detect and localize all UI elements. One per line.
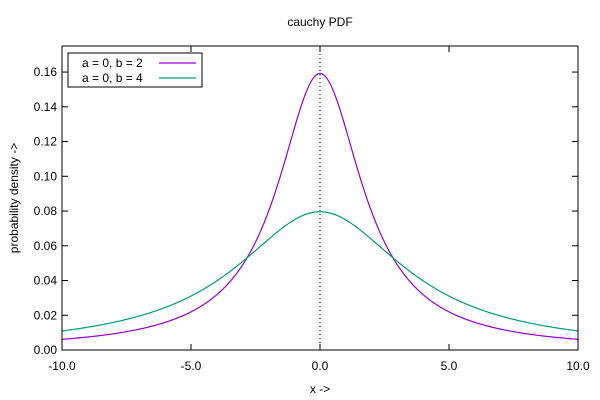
y-tick-label: 0.16 xyxy=(34,65,58,79)
chart-title: cauchy PDF xyxy=(287,15,352,29)
y-tick-label: 0.04 xyxy=(34,274,58,288)
y-tick-label: 0.14 xyxy=(34,100,58,114)
x-axis-label: x -> xyxy=(310,382,330,396)
series-line-1 xyxy=(61,72,579,340)
y-tick-label: 0.08 xyxy=(34,204,58,218)
x-tick-label: -5.0 xyxy=(181,359,202,373)
y-tick-label: 0.00 xyxy=(34,343,58,357)
legend-label-series-1: a = 0, b = 2 xyxy=(82,56,143,70)
y-tick-label: 0.02 xyxy=(34,308,58,322)
x-tick-label: 0.0 xyxy=(312,359,329,373)
legend-box xyxy=(67,52,203,88)
y-tick-label: 0.06 xyxy=(34,239,58,253)
legend-label-series-2: a = 0, b = 4 xyxy=(82,71,143,85)
x-tick-label: -10.0 xyxy=(48,359,76,373)
y-tick-label: 0.10 xyxy=(34,169,58,183)
y-tick-label: 0.12 xyxy=(34,135,58,149)
x-tick-label: 10.0 xyxy=(566,359,590,373)
x-tick-label: 5.0 xyxy=(441,359,458,373)
legend: a = 0, b = 2 a = 0, b = 4 xyxy=(67,52,203,88)
series-line-2 xyxy=(61,211,579,332)
y-axis-label: probability density -> xyxy=(7,143,21,253)
